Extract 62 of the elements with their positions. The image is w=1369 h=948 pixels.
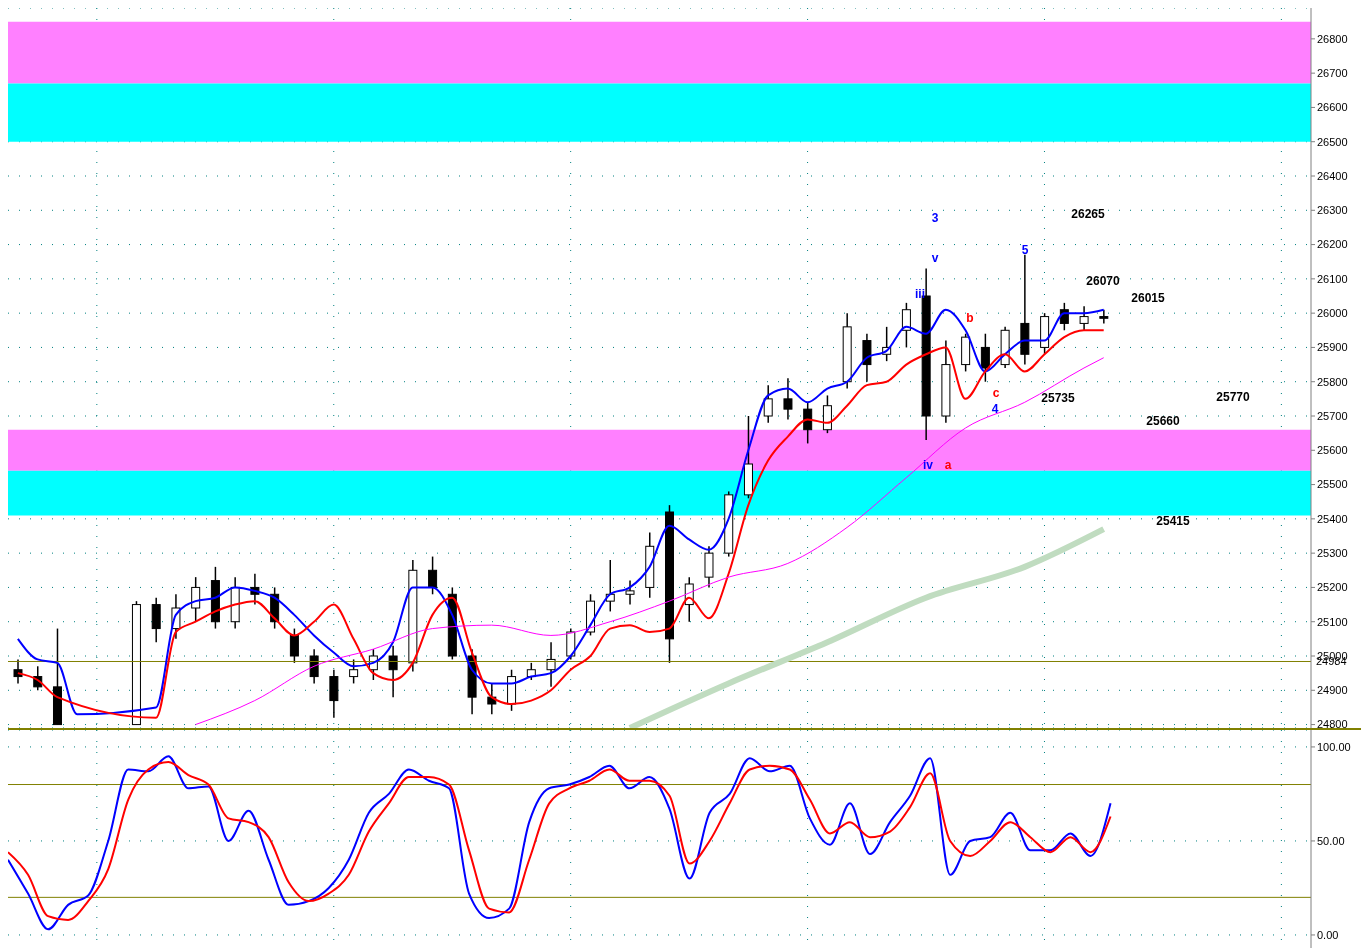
y-tick-label: 24800	[1317, 718, 1348, 731]
y-tick-label: 26800	[1317, 32, 1348, 45]
y-tick-label: 26300	[1317, 204, 1348, 217]
annotation: 5	[1021, 243, 1029, 257]
candlestick	[1079, 305, 1089, 332]
y-tick-label: 0.00	[1317, 928, 1339, 941]
y-tick-label: 26100	[1317, 272, 1348, 285]
y-tick-label: 25800	[1317, 375, 1348, 388]
annotation: 25660	[1146, 414, 1180, 428]
candlestick	[388, 644, 398, 698]
y-tick-label: 26000	[1317, 307, 1348, 320]
y-tick-label: 25300	[1317, 547, 1348, 560]
annotation: b	[966, 311, 974, 325]
annotation: 25415	[1156, 514, 1190, 528]
candlestick	[980, 332, 990, 383]
line-series	[195, 357, 1105, 726]
y-tick-label: 100.00	[1317, 740, 1351, 753]
annotation: 26265	[1071, 207, 1105, 221]
candlestick	[546, 641, 556, 688]
candlestick	[803, 401, 813, 445]
annotation: 4	[991, 402, 999, 416]
candlestick	[309, 648, 319, 685]
annotation: 26015	[1131, 291, 1165, 305]
y-tick-label: 25900	[1317, 341, 1348, 354]
candlestick	[151, 596, 161, 644]
candlestick	[783, 377, 793, 421]
candlestick	[704, 545, 714, 589]
candlestick	[901, 302, 911, 349]
candlestick	[822, 394, 832, 434]
y-tick-label: 25100	[1317, 615, 1348, 628]
candlestick	[329, 668, 339, 719]
candlestick	[1099, 308, 1109, 325]
y-tick-label: 50.00	[1317, 834, 1345, 847]
y-tick-label: 26500	[1317, 135, 1348, 148]
annotation: a	[944, 458, 952, 472]
candlestick	[349, 658, 359, 685]
y-tick-label: 26700	[1317, 67, 1348, 80]
y-tick-label: 24900	[1317, 684, 1348, 697]
annotation: iv	[922, 458, 934, 472]
y-tick-label: 25200	[1317, 581, 1348, 594]
y-tick-label: 25500	[1317, 478, 1348, 491]
annotation: 25735	[1041, 391, 1075, 405]
y-tick-label: 26400	[1317, 169, 1348, 182]
annotation: 25770	[1216, 390, 1250, 404]
candlestick	[763, 384, 773, 424]
candlestick	[191, 576, 201, 623]
y-tick-label: 25400	[1317, 512, 1348, 525]
candlestick	[625, 579, 635, 606]
candlestick	[428, 555, 438, 596]
y-tick-label: 25600	[1317, 444, 1348, 457]
y-tick-label: 25700	[1317, 409, 1348, 422]
candlestick	[487, 682, 497, 716]
annotation: 3	[931, 211, 939, 225]
y-tick-label: 26600	[1317, 101, 1348, 114]
y-tick-label: 26200	[1317, 238, 1348, 251]
candlestick	[289, 627, 299, 664]
annotation: 26070	[1086, 274, 1120, 288]
annotation: v	[931, 251, 939, 265]
annotation: c	[992, 386, 1000, 400]
candlestick	[13, 658, 23, 685]
candlestick	[862, 332, 872, 383]
annotation: iii	[914, 287, 926, 301]
